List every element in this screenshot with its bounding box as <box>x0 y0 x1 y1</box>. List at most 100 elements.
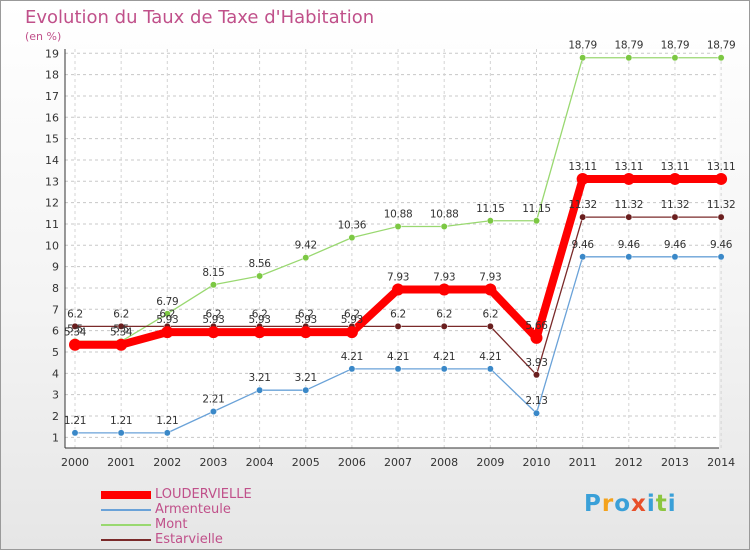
data-point <box>486 365 494 373</box>
data-point <box>115 338 128 351</box>
y-tick-label: 13 <box>45 175 59 188</box>
x-tick-label: 2001 <box>107 456 135 469</box>
data-point <box>394 365 402 373</box>
data-point <box>348 234 356 242</box>
data-label: 11.15 <box>522 203 551 215</box>
x-tick-label: 2010 <box>523 456 551 469</box>
data-point <box>302 254 310 262</box>
x-tick-label: 2007 <box>384 456 412 469</box>
x-tick-label: 2008 <box>430 456 458 469</box>
data-point <box>256 386 264 394</box>
data-point <box>576 172 589 185</box>
y-tick-label: 7 <box>52 303 59 316</box>
data-point <box>69 338 81 351</box>
logo-letter: P <box>584 491 602 517</box>
data-label: 18.79 <box>568 40 597 52</box>
data-point <box>302 386 310 394</box>
data-label: 6.2 <box>206 308 222 320</box>
y-tick-label: 15 <box>45 133 59 146</box>
data-label: 3.93 <box>525 357 547 369</box>
x-tick-label: 2006 <box>338 456 366 469</box>
legend-label: Mont <box>155 517 188 532</box>
legend-item: Mont <box>101 517 252 532</box>
data-label: 5.5 <box>113 323 129 335</box>
data-label: 9.42 <box>295 240 317 252</box>
data-label: 5.93 <box>156 314 178 326</box>
data-label: 18.79 <box>615 40 644 52</box>
x-tick-label: 2002 <box>153 456 181 469</box>
data-point <box>440 365 448 373</box>
data-point <box>484 283 497 296</box>
data-point <box>163 429 171 437</box>
data-point <box>671 54 679 62</box>
data-label: 2.21 <box>202 394 224 406</box>
data-label: 10.88 <box>384 209 413 221</box>
legend-label: Estarvielle <box>155 532 223 547</box>
data-point <box>392 283 405 296</box>
data-label: 13.11 <box>707 161 736 173</box>
data-point <box>579 253 587 261</box>
y-tick-label: 11 <box>45 218 59 231</box>
data-point <box>625 54 633 62</box>
x-tick-label: 2014 <box>707 456 735 469</box>
data-point <box>394 322 402 330</box>
data-point <box>299 326 312 339</box>
data-point <box>440 223 448 230</box>
data-label: 5.66 <box>525 320 548 332</box>
data-label: 8.56 <box>249 258 272 270</box>
data-point <box>530 331 543 344</box>
data-point <box>348 365 356 373</box>
data-label: 11.32 <box>661 199 690 211</box>
data-label: 11.32 <box>615 199 644 211</box>
data-label: 5.34 <box>64 327 87 339</box>
data-point <box>533 217 540 225</box>
data-label: 6.2 <box>67 308 83 320</box>
data-label: 18.79 <box>707 40 736 52</box>
data-label: 7.93 <box>479 271 501 283</box>
y-tick-label: 1 <box>52 431 59 444</box>
chart-subtitle: (en %) <box>25 30 62 43</box>
data-label: 4.21 <box>341 351 363 363</box>
legend-item: Estarvielle <box>101 532 252 547</box>
data-point <box>717 253 725 261</box>
legend-label: Armenteule <box>155 502 231 517</box>
logo-letter: i <box>667 491 677 517</box>
data-label: 6.2 <box>252 308 268 320</box>
data-point <box>210 408 217 415</box>
data-label: 5.34 <box>110 327 133 339</box>
data-label: 9.46 <box>710 239 733 251</box>
data-label: 6.2 <box>436 308 452 320</box>
data-label: 6.2 <box>344 308 360 320</box>
data-label: 2.13 <box>525 395 547 407</box>
y-tick-label: 9 <box>52 261 59 274</box>
x-tick-label: 2005 <box>292 456 320 469</box>
data-label: 18.79 <box>661 40 690 52</box>
legend-swatch <box>101 538 151 541</box>
data-point <box>256 272 264 280</box>
data-label: 3.21 <box>249 372 271 384</box>
data-label: 6.2 <box>390 308 406 320</box>
data-label: 7.93 <box>433 271 455 283</box>
data-label: 4.21 <box>433 351 455 363</box>
data-label: 6.2 <box>159 308 175 320</box>
data-point <box>579 213 587 221</box>
legend-swatch <box>101 523 151 526</box>
data-point <box>486 322 494 330</box>
data-label: 10.88 <box>430 209 459 221</box>
data-point <box>625 213 633 221</box>
y-tick-label: 14 <box>45 154 59 167</box>
data-point <box>486 217 494 225</box>
data-point <box>440 322 448 330</box>
legend-label: LOUDERVIELLE <box>155 487 252 502</box>
data-label: 11.32 <box>568 199 597 211</box>
y-tick-label: 10 <box>45 239 59 252</box>
data-point <box>622 172 635 185</box>
data-point <box>253 326 266 339</box>
data-point <box>117 322 125 330</box>
x-tick-label: 2009 <box>476 456 504 469</box>
logo-letter: x <box>631 491 647 517</box>
y-tick-label: 2 <box>52 410 59 423</box>
y-tick-label: 4 <box>52 367 59 380</box>
data-label: 6.2 <box>482 308 498 320</box>
data-point <box>117 429 125 437</box>
